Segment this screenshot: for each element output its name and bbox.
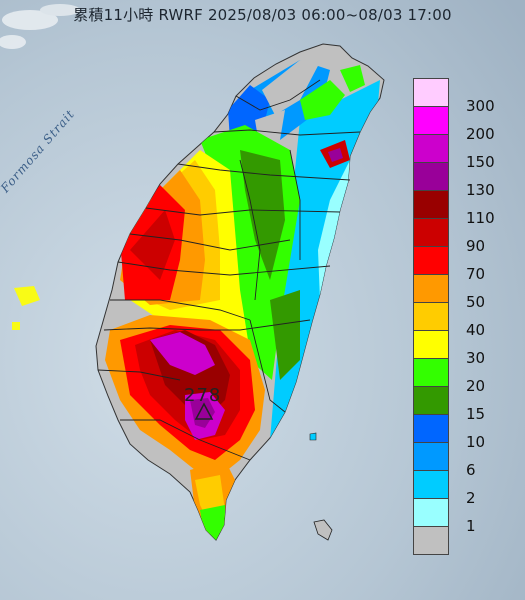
map-title: 累積11小時 RWRF 2025/08/03 06:00~08/03 17:00 [73,6,452,24]
legend-label: 40 [466,321,486,339]
legend-swatch [413,78,449,107]
legend-swatch [413,191,449,219]
max-location-triangle-icon [194,402,214,420]
legend-label: 15 [466,405,486,423]
legend-label: 130 [466,181,495,199]
legend-label: 90 [466,237,486,255]
legend-swatch [413,135,449,163]
legend-swatch [413,359,449,387]
rainfall-field [105,60,380,540]
legend-label: 30 [466,349,486,367]
legend-swatch [413,303,449,331]
legend-swatch [413,331,449,359]
county-boundaries [97,79,361,461]
legend-swatch [413,527,449,555]
legend-swatch [413,163,449,191]
legend-label: 6 [466,461,476,479]
legend-swatch [413,499,449,527]
legend-label: 10 [466,433,486,451]
color-legend [413,78,449,555]
cloud-patches [0,4,80,49]
legend-swatch [413,443,449,471]
legend-swatch [413,275,449,303]
legend-label: 150 [466,153,495,171]
legend-label: 300 [466,97,495,115]
legend-label: 50 [466,293,486,311]
legend-swatch [413,219,449,247]
legend-swatch [413,247,449,275]
legend-swatch [413,471,449,499]
offshore-islands [12,286,333,541]
legend-label: 20 [466,377,486,395]
legend-swatch [413,107,449,135]
legend-label: 70 [466,265,486,283]
max-value-label: 278 [184,385,222,406]
legend-swatch [413,387,449,415]
legend-label: 2 [466,489,476,507]
legend-label: 110 [466,209,495,227]
legend-swatch [413,415,449,443]
legend-label: 200 [466,125,495,143]
legend-label: 1 [466,517,476,535]
